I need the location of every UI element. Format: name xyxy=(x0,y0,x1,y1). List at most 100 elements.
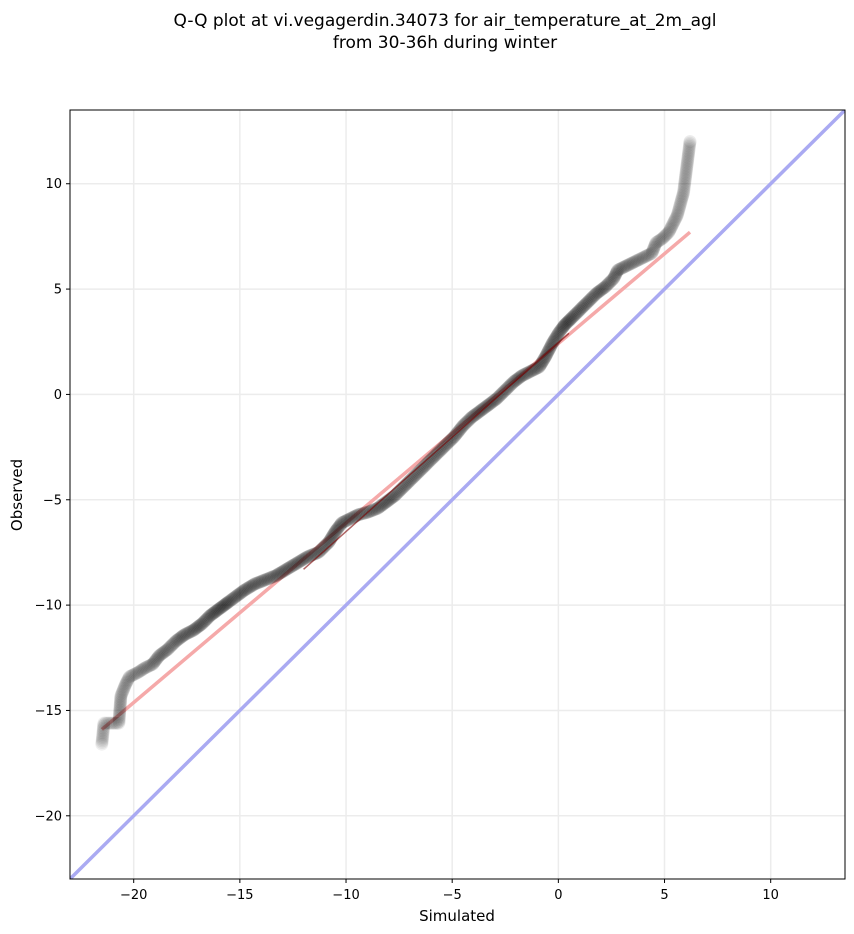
quantile-point xyxy=(207,606,221,620)
quantile-point xyxy=(554,323,568,337)
quantile-point xyxy=(116,683,130,697)
quantile-point xyxy=(238,583,252,597)
x-axis-label: Simulated xyxy=(419,907,495,925)
quantile-point xyxy=(365,504,379,518)
quantile-point xyxy=(672,201,686,215)
quantile-point xyxy=(217,599,230,613)
quantile-point xyxy=(681,152,695,166)
quantile-point xyxy=(322,535,336,549)
quantile-point xyxy=(522,365,536,379)
quantile-point xyxy=(677,184,691,198)
quantile-point xyxy=(336,515,350,529)
quantile-point xyxy=(585,291,599,305)
quantile-point xyxy=(459,415,473,429)
quantile-point xyxy=(248,577,262,591)
quantile-point xyxy=(438,439,452,453)
quantile-point xyxy=(325,530,339,544)
quantile-point xyxy=(338,515,352,528)
quantile-point xyxy=(682,146,696,160)
x-tick-label: −5 xyxy=(443,888,462,903)
quantile-point xyxy=(281,562,295,575)
quantile-point xyxy=(160,643,173,657)
quantile-point xyxy=(218,598,232,612)
quantile-point xyxy=(582,294,596,307)
quantile-point xyxy=(266,570,280,584)
quantile-point xyxy=(642,248,656,262)
quantile-point xyxy=(469,407,483,421)
quantile-point xyxy=(346,510,360,524)
quantile-point xyxy=(333,518,347,532)
quantile-point xyxy=(225,592,239,606)
quantile-point xyxy=(532,360,546,374)
quantile-point xyxy=(240,582,254,596)
quantile-point xyxy=(682,143,696,156)
quantile-point xyxy=(120,674,134,688)
quantile-point xyxy=(416,461,430,475)
quantile-point xyxy=(676,188,690,202)
quantile-point xyxy=(368,502,382,516)
quantile-point xyxy=(148,655,162,669)
quantile-point xyxy=(102,716,116,730)
quantile-point xyxy=(140,660,154,674)
quantile-point xyxy=(668,213,682,227)
quantile-point xyxy=(569,307,583,321)
quantile-point xyxy=(252,575,266,589)
quantile-point xyxy=(134,664,147,678)
quantile-point xyxy=(204,608,218,622)
quantile-point xyxy=(609,266,623,280)
quantile-point xyxy=(645,245,659,259)
quantile-point xyxy=(235,585,249,599)
x-tick-label: 10 xyxy=(762,888,779,903)
quantile-point xyxy=(604,274,618,288)
quantile-point xyxy=(246,578,260,592)
quantile-point xyxy=(146,657,160,671)
quantile-point xyxy=(446,431,460,445)
quantile-point xyxy=(587,289,601,303)
quantile-point xyxy=(290,556,304,570)
quantile-point xyxy=(436,440,450,454)
quantile-point xyxy=(355,507,369,521)
quantile-point xyxy=(270,568,284,582)
quantile-point xyxy=(561,315,575,329)
quantile-point xyxy=(366,503,380,517)
chart-title-line-2: from 30-36h during winter xyxy=(333,33,557,53)
quantile-point xyxy=(195,617,209,631)
quantile-point xyxy=(683,135,697,149)
quantile-point xyxy=(662,225,676,239)
quantile-point xyxy=(193,618,207,632)
quantile-point xyxy=(263,571,277,585)
y-tick-label: 5 xyxy=(54,283,62,298)
quantile-point xyxy=(468,408,482,422)
quantile-points xyxy=(95,135,697,751)
quantile-point xyxy=(340,513,354,527)
x-tick-label: 5 xyxy=(660,888,668,903)
quantile-point xyxy=(143,659,157,672)
quantile-point xyxy=(632,253,646,267)
quantile-point xyxy=(114,694,128,707)
quantile-point xyxy=(289,557,303,571)
quantile-point xyxy=(112,713,126,727)
quantile-point xyxy=(121,673,135,687)
quantile-point xyxy=(667,215,681,229)
quantile-point xyxy=(118,678,132,692)
quantile-point xyxy=(654,232,668,246)
quantile-point xyxy=(615,261,629,275)
quantile-point xyxy=(621,258,635,272)
quantile-point xyxy=(435,442,449,456)
quantile-point xyxy=(158,644,172,658)
quantile-point xyxy=(601,278,614,292)
quantile-point xyxy=(524,364,538,378)
quantile-point xyxy=(100,716,114,730)
quantile-point xyxy=(562,314,576,328)
quantile-point xyxy=(114,692,128,706)
quantile-point xyxy=(462,413,476,427)
quantile-point xyxy=(269,569,283,583)
quantile-point xyxy=(636,251,650,264)
quantile-point xyxy=(276,565,290,579)
quantile-point xyxy=(663,222,677,236)
quantile-point xyxy=(539,348,553,362)
quantile-point xyxy=(114,689,128,703)
quantile-point xyxy=(119,677,133,691)
quantile-point xyxy=(638,250,652,264)
quantile-point xyxy=(422,455,436,469)
